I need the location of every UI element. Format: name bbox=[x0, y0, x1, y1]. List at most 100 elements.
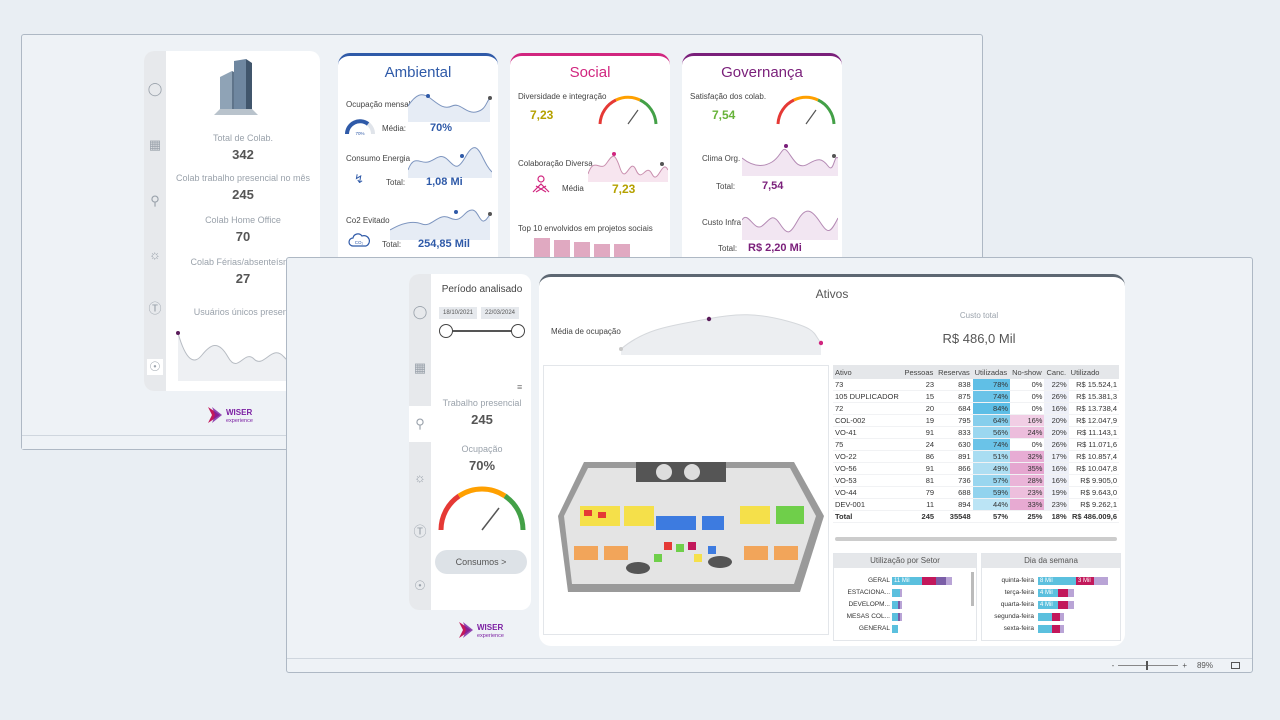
table-row[interactable]: VO-41 91 833 56% 24% 20% R$ 11.143,1 bbox=[833, 426, 1119, 440]
setor-bar: 11 Mil bbox=[892, 577, 922, 585]
table-row[interactable]: 73 23 838 78% 0% 22% R$ 15.524,1 bbox=[833, 379, 1119, 392]
table-row[interactable]: COL-002 19 795 64% 16% 20% R$ 12.047,9 bbox=[833, 414, 1119, 428]
col-ativo[interactable]: Ativo bbox=[833, 365, 903, 379]
cell-canc: 20% bbox=[1044, 426, 1069, 440]
floor-plan-illustration bbox=[558, 462, 824, 592]
dia-bar: 4 Mil bbox=[1038, 601, 1058, 609]
table-row[interactable]: 105 DUPLICADOR 15 875 74% 0% 26% R$ 15.381,3 bbox=[833, 390, 1119, 404]
zoom-slider[interactable] bbox=[1118, 661, 1179, 670]
dia-bar: 8 Mil bbox=[1038, 577, 1076, 585]
table-row[interactable]: 72 20 684 84% 0% 16% R$ 13.738,4 bbox=[833, 402, 1119, 416]
co2-total-value: 254,85 Mil bbox=[418, 238, 470, 250]
dollar-icon[interactable]: Ⓣ bbox=[413, 524, 427, 539]
setor-bar-row[interactable]: GENERAL bbox=[834, 624, 890, 634]
cell-reservas: 891 bbox=[936, 450, 973, 464]
cell-canc: 19% bbox=[1044, 486, 1069, 500]
building-icon[interactable]: ▦ bbox=[413, 360, 427, 375]
cell-ativo: VO-44 bbox=[833, 486, 903, 500]
setor-title: Utilização por Setor bbox=[834, 554, 976, 568]
top10-label: Top 10 envolvidos em projetos sociais bbox=[518, 224, 653, 233]
setor-bar-row[interactable]: ESTACIONA... bbox=[834, 588, 891, 598]
dia-bar-row[interactable]: quinta-feira bbox=[982, 576, 1034, 586]
setor-scrollbar[interactable] bbox=[971, 572, 974, 606]
consumos-button[interactable]: Consumos > bbox=[435, 550, 527, 574]
table-row[interactable]: DEV-001 11 894 44% 33% 23% R$ 9.262,1 bbox=[833, 498, 1119, 512]
cell-pessoas: 86 bbox=[902, 450, 937, 464]
col-utilizadas[interactable]: Utilizadas bbox=[972, 365, 1011, 379]
lightbulb-icon[interactable]: ☼ bbox=[149, 247, 161, 262]
building-icon[interactable]: ▦ bbox=[148, 137, 162, 152]
col-pessoas[interactable]: Pessoas bbox=[902, 365, 937, 379]
dia-bar-row[interactable]: terça-feira bbox=[982, 588, 1034, 598]
location-icon[interactable]: ⚲ bbox=[150, 193, 160, 208]
col-reservas[interactable]: Reservas bbox=[936, 365, 973, 379]
total-cell: 25% bbox=[1010, 510, 1045, 524]
globe-icon[interactable]: ☉ bbox=[414, 578, 426, 593]
cell-ativo: 73 bbox=[833, 379, 903, 392]
date-end-field[interactable]: 22/03/2024 bbox=[481, 307, 519, 319]
setor-label: DEVELOPM... bbox=[848, 601, 890, 608]
table-row[interactable]: VO-53 81 736 57% 28% 16% R$ 9.905,0 bbox=[833, 474, 1119, 488]
setor-label: ESTACIONA... bbox=[847, 589, 891, 596]
custo-total-label: Total: bbox=[718, 244, 738, 253]
floor-plan-3d[interactable] bbox=[543, 365, 829, 635]
dia-bar bbox=[1068, 589, 1074, 597]
dia-bar-row[interactable]: quarta-feira bbox=[982, 600, 1034, 610]
table-row[interactable]: VO-56 91 866 49% 35% 16% R$ 10.047,8 bbox=[833, 462, 1119, 476]
cell-ativo: VO-41 bbox=[833, 426, 903, 440]
wiser-logo: WISER experience bbox=[459, 620, 515, 645]
energia-label: Consumo Energia bbox=[346, 154, 411, 163]
slider-start-handle[interactable] bbox=[439, 324, 453, 338]
globe-icon[interactable]: ☉ bbox=[147, 359, 163, 375]
cell-noshow: 35% bbox=[1010, 462, 1045, 476]
setor-bar bbox=[892, 601, 898, 609]
dia-bar-row[interactable]: sexta-feira bbox=[982, 624, 1034, 634]
table-row[interactable]: 75 24 630 74% 0% 26% R$ 11.071,6 bbox=[833, 438, 1119, 452]
total-cell: 57% bbox=[972, 510, 1011, 524]
logo-word: WISER bbox=[226, 408, 252, 417]
cell-utilizado: R$ 9.262,1 bbox=[1068, 498, 1119, 512]
lightbulb-icon[interactable]: ☼ bbox=[414, 470, 426, 485]
ambiental-card: Ambiental Ocupação mensal 70% Média: 70%… bbox=[338, 53, 498, 283]
total-colab-label: Total de Colab. bbox=[212, 133, 274, 143]
setor-bar bbox=[892, 613, 898, 621]
col-noshow[interactable]: No-show bbox=[1010, 365, 1045, 379]
colaboracao-sparkline bbox=[588, 152, 668, 182]
setor-bar-row[interactable]: DEVELOPM... bbox=[834, 600, 890, 610]
zoom-in-button[interactable]: + bbox=[1182, 661, 1187, 670]
cell-canc: 22% bbox=[1044, 379, 1069, 392]
cell-reservas: 833 bbox=[936, 426, 973, 440]
table-total-row: Total 245 35548 57% 25% 18% R$ 486.009,6 bbox=[833, 510, 1119, 524]
fit-page-icon[interactable] bbox=[1231, 662, 1240, 669]
dia-bar-row[interactable]: segunda-feira bbox=[982, 612, 1034, 622]
dollar-icon[interactable]: Ⓣ bbox=[148, 301, 162, 316]
table-row[interactable]: VO-22 86 891 51% 32% 17% R$ 10.857,4 bbox=[833, 450, 1119, 464]
setor-bar bbox=[900, 589, 902, 597]
ambiental-title: Ambiental bbox=[384, 64, 452, 81]
table-row[interactable]: VO-44 79 688 59% 23% 19% R$ 9.643,0 bbox=[833, 486, 1119, 500]
date-range-slider[interactable] bbox=[445, 330, 521, 332]
cell-reservas: 684 bbox=[936, 402, 973, 416]
setor-bar bbox=[946, 577, 952, 585]
user-icon[interactable]: ◯ bbox=[147, 81, 163, 96]
user-icon[interactable]: ◯ bbox=[412, 304, 428, 319]
setor-bar-row[interactable]: GERAL bbox=[834, 576, 890, 586]
date-start-field[interactable]: 18/10/2021 bbox=[439, 307, 477, 319]
cell-utilizado: R$ 15.381,3 bbox=[1068, 390, 1119, 404]
table-horizontal-scrollbar[interactable] bbox=[835, 537, 1117, 541]
dia-label: quinta-feira bbox=[1001, 577, 1034, 584]
setor-bar-row[interactable]: MESAS COL... bbox=[834, 612, 890, 622]
col-canc[interactable]: Canc. bbox=[1044, 365, 1069, 379]
cell-utilizadas: 78% bbox=[972, 379, 1011, 392]
cell-utilizadas: 49% bbox=[972, 462, 1011, 476]
location-icon[interactable]: ⚲ bbox=[415, 416, 425, 431]
zoom-out-button[interactable]: - bbox=[1111, 661, 1115, 670]
cell-ativo: 105 DUPLICADOR bbox=[833, 390, 903, 404]
ocupacao-mensal-label: Ocupação mensal bbox=[346, 100, 411, 109]
back-summary-panel: ◯ ▦ ⚲ ☼ Ⓣ ☉ Total de Colab. 342 Colab tr… bbox=[144, 51, 320, 391]
cell-canc: 26% bbox=[1044, 390, 1069, 404]
slider-end-handle[interactable] bbox=[511, 324, 525, 338]
media-ocupacao-label: Média de ocupação bbox=[551, 327, 621, 336]
col-utilizado[interactable]: Utilizado bbox=[1068, 365, 1119, 379]
filter-icon[interactable]: ≡ bbox=[517, 382, 523, 392]
